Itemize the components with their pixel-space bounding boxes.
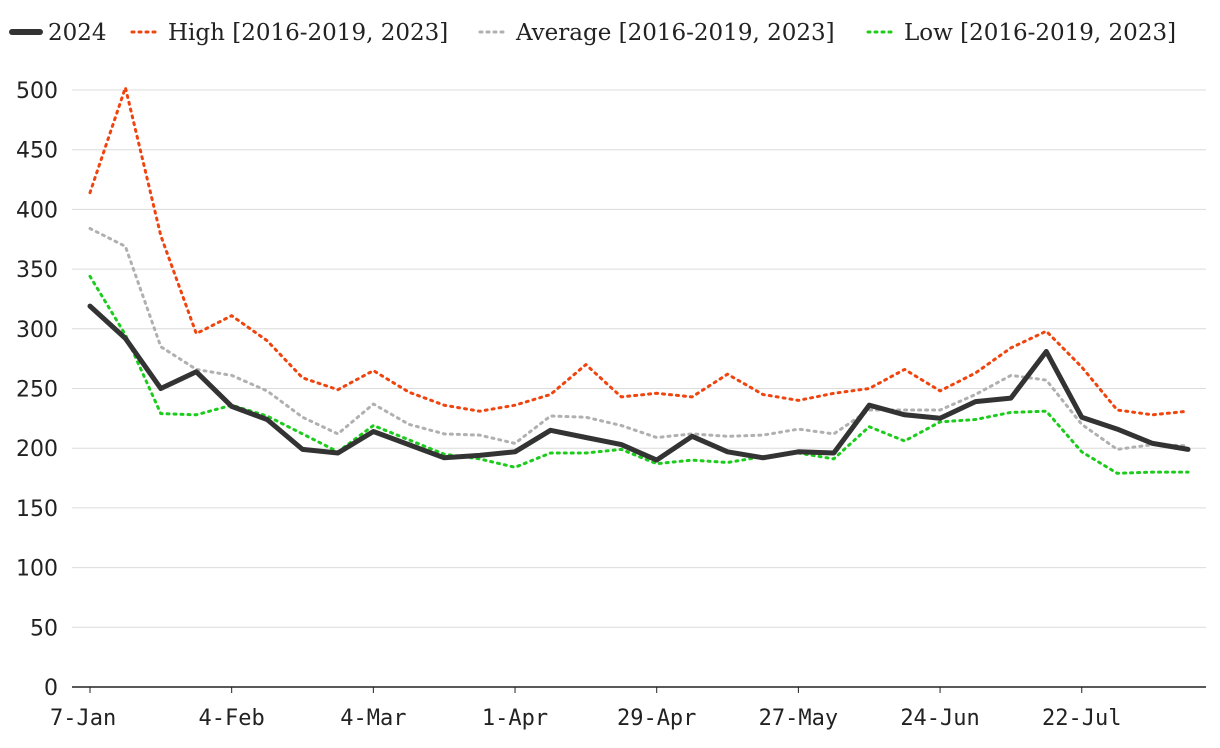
series-line-low-2016-2019-2023 [88, 274, 1190, 475]
legend-label-high-2016-2019-2023: High [2016-2019, 2023] [168, 20, 448, 46]
legend-label-average-2016-2019-2023: Average [2016-2019, 2023] [515, 20, 835, 46]
legend-item-2024: 2024 [9, 20, 107, 46]
x-axis-ticks: 7-Jan 4-Feb 4-Mar 1-Apr 29-Apr 27-May 24-Jun 22… [50, 687, 1121, 731]
legend-label-low-2016-2019-2023: Low [2016-2019, 2023] [904, 20, 1176, 46]
series-line-high-2016-2019-2023 [88, 86, 1190, 417]
legend-label-2024: 2024 [48, 20, 107, 46]
x-tick-label-7-jan: 7-Jan [50, 706, 116, 731]
y-tick-label-500: 500 [16, 79, 58, 104]
x-tick-label-24-jun: 24-Jun [900, 706, 979, 731]
y-axis-ticks: 0 50 100 150 200 250 300 350 400 450 500 [16, 79, 58, 701]
series-line-average-2016-2019-2023 [88, 227, 1190, 451]
y-tick-label-400: 400 [16, 198, 58, 223]
y-tick-label-50: 50 [30, 616, 58, 641]
legend: 2024 High [2016-2019, 2023] Average [2016-… [9, 20, 1176, 46]
y-tick-label-100: 100 [16, 557, 58, 582]
y-tick-label-450: 450 [16, 139, 58, 164]
legend-item-average-2016-2019-2023: Average [2016-2019, 2023] [478, 20, 835, 46]
y-tick-label-350: 350 [16, 258, 58, 283]
x-tick-label-27-may: 27-May [759, 706, 838, 731]
y-tick-label-250: 250 [16, 378, 58, 403]
y-gridlines [72, 89, 1206, 628]
series-lines [87, 86, 1191, 475]
y-tick-label-200: 200 [16, 437, 58, 462]
series-line-2024 [87, 303, 1191, 463]
legend-item-low-2016-2019-2023: Low [2016-2019, 2023] [866, 20, 1176, 46]
x-tick-label-1-apr: 1-Apr [482, 706, 548, 731]
x-tick-label-4-feb: 4-Feb [199, 706, 265, 731]
y-tick-label-300: 300 [16, 318, 58, 343]
legend-item-high-2016-2019-2023: High [2016-2019, 2023] [130, 20, 448, 46]
y-tick-label-150: 150 [16, 497, 58, 522]
x-tick-label-4-mar: 4-Mar [340, 706, 406, 731]
y-tick-label-0: 0 [44, 676, 58, 701]
x-tick-label-29-apr: 29-Apr [617, 706, 696, 731]
x-tick-label-22-jul: 22-Jul [1042, 706, 1121, 731]
